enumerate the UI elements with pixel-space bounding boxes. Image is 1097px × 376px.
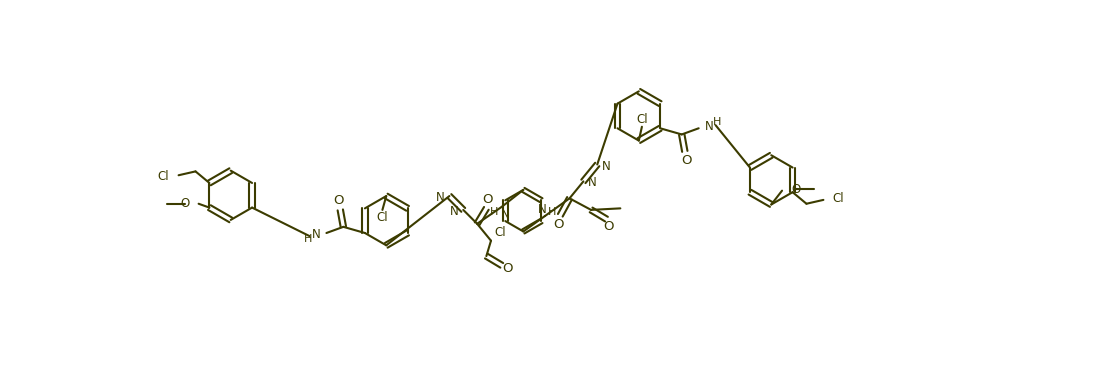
Text: N: N [539,203,547,215]
Text: H: H [713,117,721,127]
Text: Cl: Cl [158,170,169,183]
Text: N: N [436,191,444,204]
Text: Cl: Cl [494,226,506,240]
Text: O: O [180,197,190,210]
Text: N: N [602,159,611,173]
Text: N: N [450,205,459,218]
Text: O: O [333,194,344,207]
Text: H: H [490,207,499,217]
Text: O: O [681,154,691,167]
Text: O: O [603,220,614,233]
Text: O: O [483,193,494,206]
Text: H: H [304,234,313,244]
Text: N: N [501,208,510,221]
Text: O: O [791,183,801,196]
Text: Cl: Cl [376,211,388,224]
Text: O: O [554,218,564,231]
Text: Cl: Cl [833,192,845,205]
Text: H: H [548,207,556,217]
Text: N: N [705,120,713,133]
Text: Cl: Cl [636,112,647,126]
Text: O: O [502,262,513,275]
Text: N: N [312,228,320,241]
Text: N: N [588,176,597,190]
